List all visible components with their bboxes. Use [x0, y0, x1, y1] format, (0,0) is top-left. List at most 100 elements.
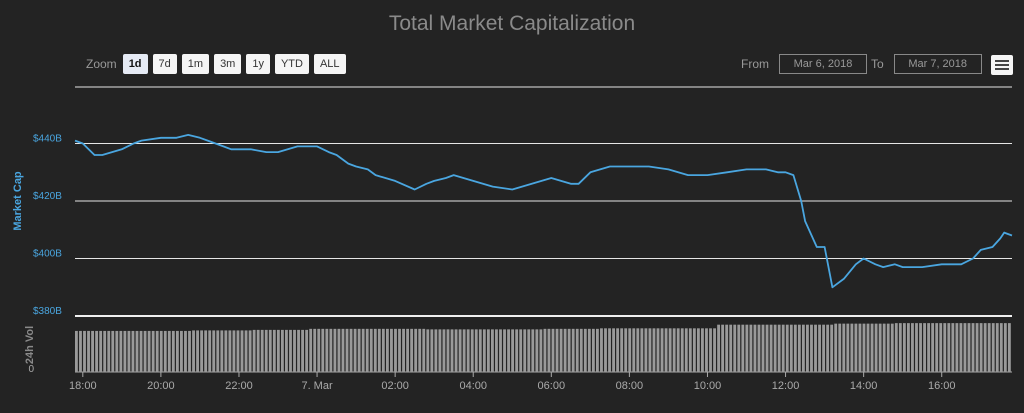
volume-bar — [103, 330, 107, 372]
zoom-1m-button[interactable]: 1m — [181, 54, 210, 74]
zoom-all-button[interactable]: ALL — [313, 54, 346, 74]
volume-bar — [373, 328, 377, 372]
zoom-1y-button[interactable]: 1y — [246, 54, 270, 74]
volume-bar — [696, 328, 700, 372]
volume-bar — [709, 328, 712, 372]
volume-bar — [822, 324, 826, 372]
x-tick-label: 22:00 — [225, 380, 253, 392]
volume-bar — [979, 323, 983, 372]
range-from-input[interactable]: Mar 6, 2018 — [779, 54, 867, 74]
volume-bar — [236, 330, 240, 372]
hamburger-menu-icon[interactable] — [991, 55, 1013, 75]
volume-bar — [135, 330, 139, 372]
volume-bar — [931, 323, 935, 372]
volume-bar — [543, 328, 547, 372]
range-from: From Mar 6, 2018 — [741, 54, 867, 74]
volume-bar — [87, 330, 90, 372]
volume-bar — [616, 328, 620, 372]
volume-bar — [268, 329, 272, 372]
volume-bar — [519, 329, 523, 372]
volume-bar — [482, 329, 486, 372]
volume-bar — [418, 328, 422, 372]
volume-bar — [717, 324, 721, 372]
volume-bar — [741, 324, 745, 372]
x-tick-label: 20:00 — [147, 380, 175, 392]
volume-bar — [91, 330, 94, 372]
volume-bar — [539, 329, 543, 372]
volume-bar — [765, 324, 769, 372]
volume-bar — [280, 329, 284, 372]
range-to-input[interactable]: Mar 7, 2018 — [893, 54, 982, 74]
volume-bar — [305, 329, 309, 372]
volume-bar — [256, 329, 260, 372]
volume-bar — [882, 323, 886, 372]
volume-bar — [143, 330, 147, 372]
volume-bar — [575, 328, 579, 372]
volume-bar — [672, 328, 676, 372]
volume-bar — [818, 324, 821, 372]
volume-bar — [535, 329, 539, 372]
y-tick-label: $400B — [33, 249, 62, 260]
volume-bar — [470, 329, 474, 372]
volume-bar — [95, 330, 99, 372]
volume-bar — [75, 330, 78, 372]
volume-bar — [806, 324, 809, 372]
volume-bar — [381, 328, 385, 372]
volume-bar — [826, 324, 830, 372]
volume-bar — [297, 329, 300, 372]
volume-bar — [797, 324, 801, 372]
volume-bar — [507, 329, 510, 372]
volume-bar — [438, 329, 442, 372]
volume-bar — [620, 328, 624, 372]
volume-bar — [260, 329, 264, 372]
volume-bar — [834, 323, 838, 372]
volume-bar — [123, 330, 127, 372]
volume-bar — [196, 330, 199, 372]
volume-bar — [264, 329, 268, 372]
x-tick-label: 08:00 — [616, 380, 644, 392]
volume-bar — [793, 324, 797, 372]
volume-bar — [814, 324, 817, 372]
volume-bar — [289, 329, 292, 372]
volume-bar — [1007, 323, 1011, 372]
volume-bar — [458, 329, 462, 372]
volume-bar — [547, 328, 551, 372]
volume-bar — [591, 328, 595, 372]
volume-bar — [527, 329, 531, 372]
volume-bar — [906, 323, 910, 372]
volume-bar — [466, 329, 470, 372]
zoom-3m-button[interactable]: 3m — [214, 54, 242, 74]
zoom-ytd-button[interactable]: YTD — [274, 54, 309, 74]
volume-bar — [503, 329, 506, 372]
volume-bar — [446, 329, 450, 372]
volume-bar — [846, 323, 850, 372]
volume-bar — [515, 329, 519, 372]
range-to: To Mar 7, 2018 — [871, 54, 982, 74]
volume-bar — [385, 328, 389, 372]
volume-bar — [450, 329, 454, 372]
volume-bar — [426, 329, 430, 372]
volume-bar — [272, 329, 276, 372]
volume-axis-title: 24h Vol — [24, 326, 36, 364]
volume-bar — [163, 330, 167, 372]
volume-bar — [523, 329, 527, 372]
zoom-7d-button[interactable]: 7d — [152, 54, 177, 74]
volume-bar — [216, 330, 220, 372]
volume-bar — [434, 329, 438, 372]
zoom-1d-button[interactable]: 1d — [122, 54, 148, 74]
volume-bar — [430, 329, 434, 372]
volume-bar — [583, 328, 587, 372]
volume-bar — [870, 323, 874, 372]
volume-bar — [349, 328, 353, 372]
volume-bar — [321, 328, 325, 372]
volume-bar — [414, 328, 418, 372]
y-tick-label: $380B — [33, 306, 62, 317]
x-tick-label: 10:00 — [694, 380, 722, 392]
volume-bar — [365, 328, 369, 372]
volume-bar — [801, 324, 805, 372]
volume-zero-label: 0 — [28, 364, 34, 375]
volume-bar — [987, 323, 991, 372]
volume-bar — [531, 329, 535, 372]
volume-bar — [131, 330, 135, 372]
volume-bar — [402, 328, 405, 372]
